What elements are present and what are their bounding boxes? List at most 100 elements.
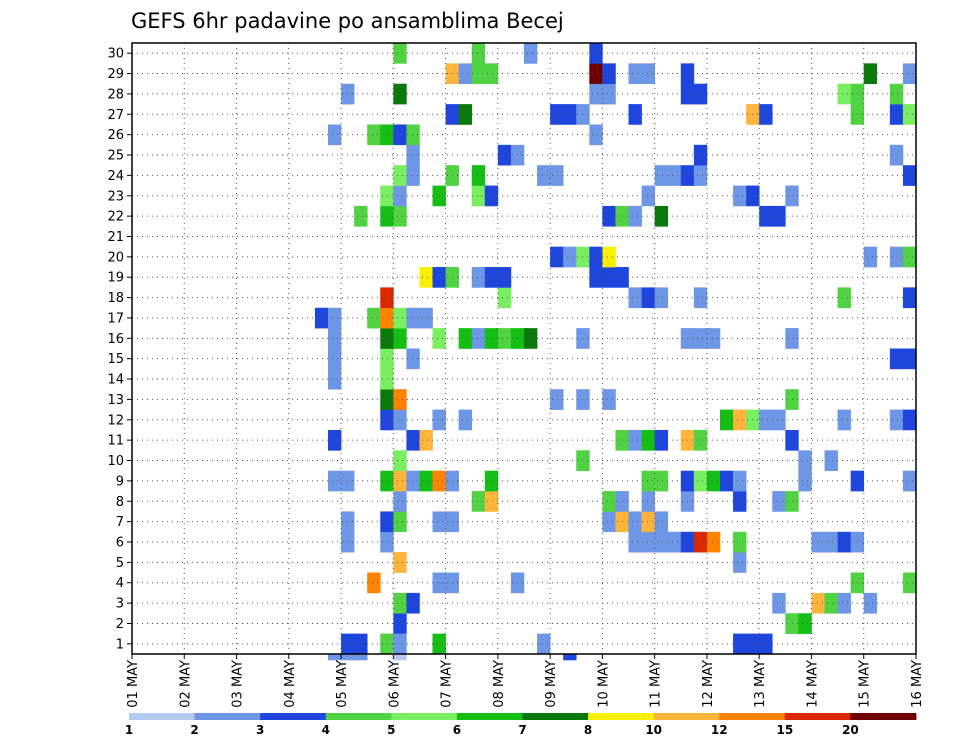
heatmap-cell [628,63,642,85]
heatmap-cell [354,654,368,661]
legend-label: 6 [453,723,461,737]
heatmap-cell [550,104,564,125]
heatmap-cell [902,246,917,268]
heatmap-cell [393,592,407,614]
heatmap-cell [759,633,773,655]
heatmap-cell [393,185,407,207]
y-tick-label: 13 [107,393,124,408]
x-tick-label: 09 MAY [544,660,559,708]
heatmap-cell [837,287,851,309]
legend-swatch [784,713,851,720]
heatmap-cell [772,409,786,431]
heatmap-cell [837,531,851,553]
heatmap-cell [406,307,420,329]
x-tick-label: 06 MAY [387,660,402,708]
legend-label: 8 [584,723,592,737]
legend-swatch [129,713,195,720]
heatmap-cell [602,267,616,288]
heatmap-cell [863,246,878,268]
heatmap-cell [641,531,655,553]
heatmap-cell [393,470,407,492]
heatmap-cell [380,389,394,410]
heatmap-cell [837,592,851,614]
heatmap-cell [432,267,446,288]
heatmap-cell [693,328,708,349]
heatmap-cell [837,409,851,431]
heatmap-cell [733,470,747,492]
legend-swatch [194,713,261,720]
heatmap-cell [380,348,394,370]
heatmap-cell [524,328,538,349]
heatmap-cell [380,470,394,492]
heatmap-cell [654,429,669,451]
heatmap-cell [733,552,747,573]
x-tick-label: 10 MAY [596,660,611,708]
heatmap-cell [393,552,407,573]
x-tick-label: 03 MAY [231,660,246,708]
heatmap-cell [393,43,407,64]
heatmap-cell [628,511,642,533]
heatmap-cell [367,307,381,329]
heatmap-cell [484,267,499,288]
heatmap-cell [902,470,917,492]
y-tick-label: 17 [107,311,124,326]
x-tick-label: 14 MAY [805,660,820,708]
legend-swatch [456,713,523,720]
y-tick-label: 14 [107,373,124,388]
y-tick-label: 1 [116,637,124,652]
heatmap-cell [824,531,838,553]
heatmap-cell [602,511,616,533]
heatmap-cell [654,531,669,553]
y-tick-label: 27 [107,108,124,123]
heatmap-cell [550,246,564,268]
x-tick-label: 15 MAY [858,660,873,708]
heatmap-cell [602,246,616,268]
legend-swatch [653,713,720,720]
heatmap-cell [889,144,904,166]
heatmap-cell [902,165,917,186]
y-tick-label: 7 [116,515,124,530]
legend-swatch [850,713,917,720]
y-tick-label: 26 [107,128,124,143]
heatmap-cell [641,63,655,85]
heatmap-cell [471,63,486,85]
heatmap-cell [641,511,655,533]
heatmap-cell [824,450,838,471]
heatmap-cell [314,307,329,329]
heatmap-cell [641,185,655,207]
heatmap-cell [380,307,394,329]
heatmap-cell [902,287,917,309]
heatmap-cell [471,165,486,186]
heatmap-cell [837,83,851,105]
heatmap-cell [393,613,407,634]
x-axis: 01 MAY 02 MAY 03 MAY 04 MAY 05 MAY 06 MAY 07 M… [126,654,925,708]
legend-label: 10 [645,723,662,737]
heatmap-cell [367,572,381,594]
y-tick-label: 29 [107,67,124,82]
y-tick-label: 30 [107,47,124,62]
heatmap-cell [733,409,747,431]
heatmap-cell [380,205,394,227]
heatmap-cell [641,491,655,512]
y-tick-label: 16 [107,332,124,347]
heatmap-cell [432,633,446,655]
heatmap-cell [759,104,773,125]
heatmap-cell [550,165,564,186]
heatmap-cell [798,450,812,471]
heatmap-cell [589,246,603,268]
y-tick-label: 6 [116,535,124,550]
x-tick-label: 01 MAY [126,660,141,708]
heatmap-cell [406,144,420,166]
heatmap-cell [484,491,499,512]
heatmap-cell [902,572,917,594]
heatmap-cells [314,43,917,661]
heatmap-cell [380,633,394,655]
heatmap-cell [889,83,904,105]
y-tick-label: 11 [107,434,124,449]
legend-label: 4 [322,723,330,737]
y-tick-label: 24 [107,169,124,184]
heatmap-cell [328,348,342,370]
heatmap-cell [328,307,342,329]
heatmap-cell [432,572,446,594]
